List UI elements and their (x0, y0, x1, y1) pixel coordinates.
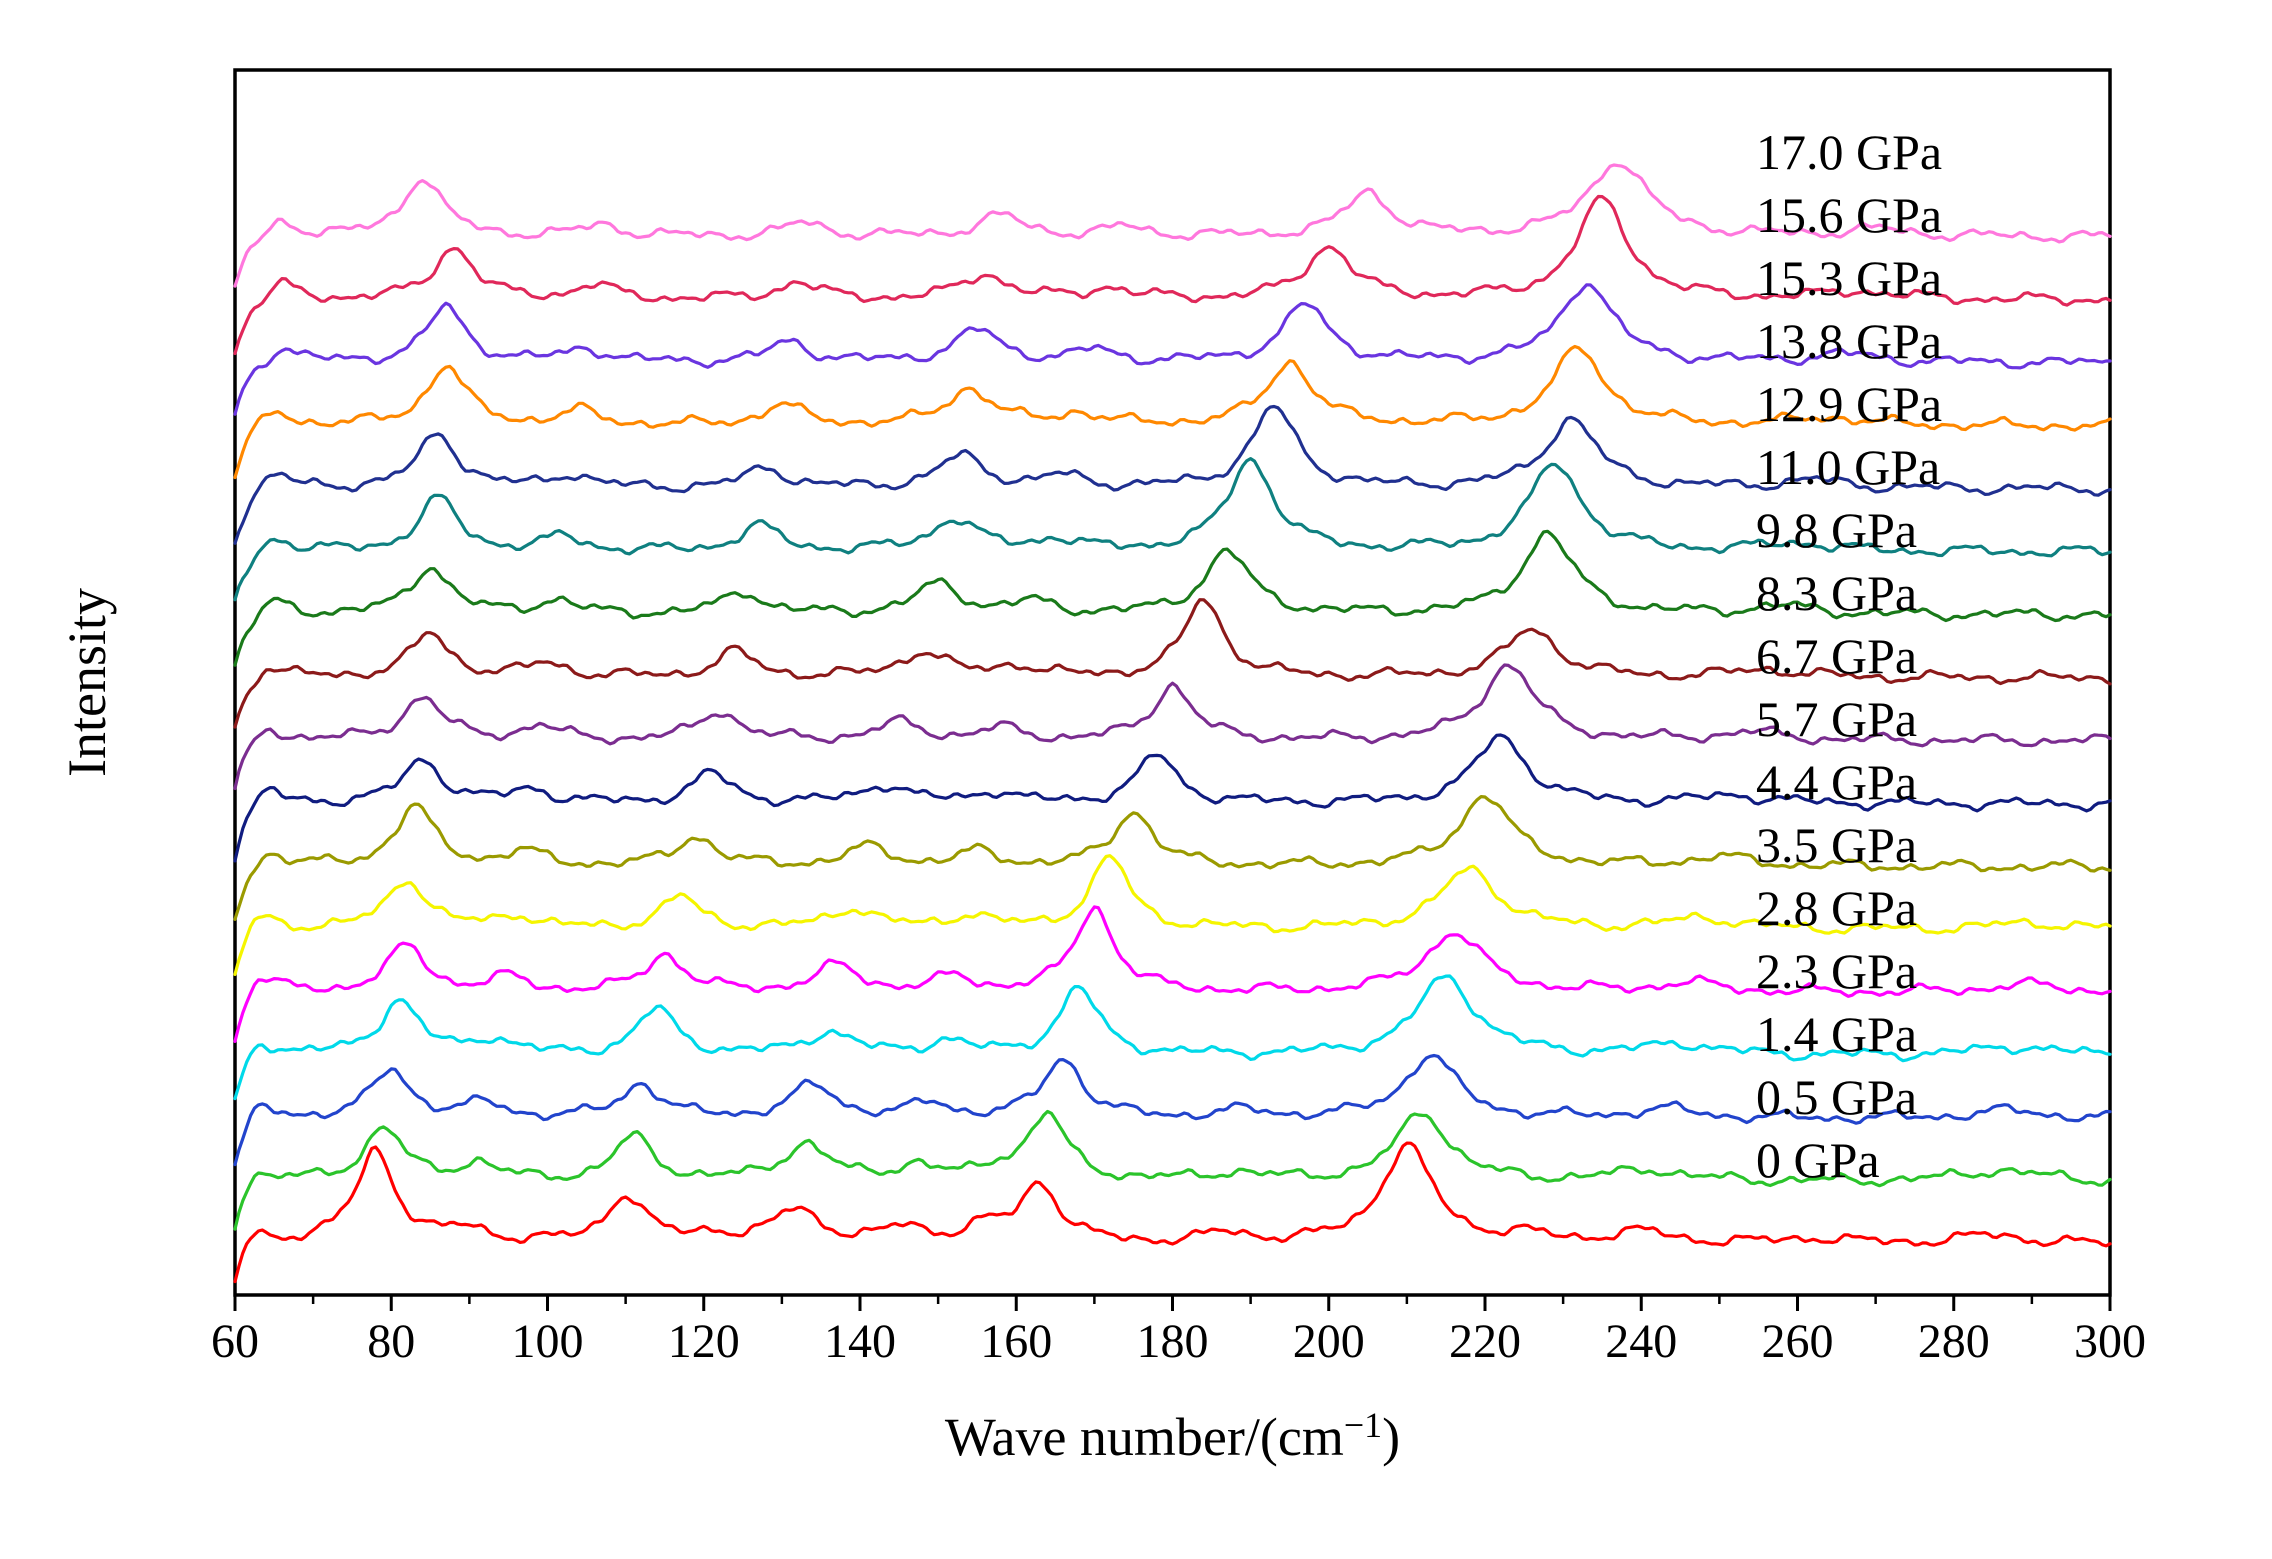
x-tick-label: 300 (2074, 1315, 2146, 1368)
spectrum-line-0-5-gpa (233, 1109, 2112, 1231)
pressure-label-2-3-gpa: 2.3 GPa (1756, 943, 1917, 999)
pressure-label-11-0-gpa: 11.0 GPa (1756, 439, 1940, 495)
spectrum-line-5-7-gpa (233, 733, 2112, 863)
x-tick-label: 120 (668, 1315, 740, 1368)
pressure-label-15-6-gpa: 15.6 GPa (1756, 187, 1942, 243)
x-tick-label: 60 (211, 1315, 259, 1368)
pressure-label-2-8-gpa: 2.8 GPa (1756, 880, 1917, 936)
pressure-label-1-4-gpa: 1.4 GPa (1756, 1006, 1917, 1062)
spectrum-line-15-6-gpa (233, 194, 2112, 356)
x-tick-label: 180 (1137, 1315, 1209, 1368)
y-axis-label: Intensity (57, 588, 117, 777)
pressure-label-0-5-gpa: 0.5 GPa (1756, 1069, 1917, 1125)
pressure-label-15-3-gpa: 15.3 GPa (1756, 250, 1942, 306)
spectrum-line-2-8-gpa (233, 905, 2112, 1043)
pressure-label-0-gpa: 0 GPa (1756, 1132, 1880, 1188)
spectrum-line-17-0-gpa (233, 163, 2112, 288)
spectrum-line-1-4-gpa (233, 1053, 2112, 1167)
x-tick-label: 240 (1605, 1315, 1677, 1368)
pressure-label-3-5-gpa: 3.5 GPa (1756, 817, 1917, 873)
spectrum-line-3-5-gpa (233, 854, 2112, 976)
pressure-label-12-9-gpa: 12.9 GPa (1756, 376, 1942, 432)
x-tick-label: 80 (367, 1315, 415, 1368)
x-axis-label: Wave number/(cm−1) (945, 1405, 1400, 1467)
x-tick-label: 100 (512, 1315, 584, 1368)
x-tick-label: 140 (824, 1315, 896, 1368)
pressure-label-6-7-gpa: 6.7 GPa (1756, 628, 1917, 684)
spectrum-line-12-9-gpa (233, 404, 2112, 545)
spectrum-line-4-4-gpa (233, 795, 2112, 921)
pressure-label-13-8-gpa: 13.8 GPa (1756, 313, 1942, 369)
spectrum-line-8-3-gpa (233, 598, 2112, 729)
spectrum-line-11-0-gpa (233, 457, 2112, 602)
pressure-label-8-3-gpa: 8.3 GPa (1756, 565, 1917, 621)
x-tick-label: 280 (1918, 1315, 1990, 1368)
spectrum-line-0-gpa (233, 1141, 2112, 1284)
x-tick-label: 200 (1293, 1315, 1365, 1368)
spectrum-line-15-3-gpa (233, 283, 2112, 416)
pressure-label-5-7-gpa: 5.7 GPa (1756, 691, 1917, 747)
pressure-label-9-8-gpa: 9.8 GPa (1756, 502, 1917, 558)
x-tick-label: 160 (980, 1315, 1052, 1368)
x-tick-label: 220 (1449, 1315, 1521, 1368)
pressure-label-4-4-gpa: 4.4 GPa (1756, 754, 1917, 810)
pressure-label-17-0-gpa: 17.0 GPa (1756, 124, 1942, 180)
spectrum-line-6-7-gpa (233, 663, 2112, 791)
spectrum-line-9-8-gpa (233, 529, 2112, 667)
x-tick-label: 260 (1762, 1315, 1834, 1368)
spectrum-line-2-3-gpa (233, 974, 2112, 1101)
spectrum-line-13-8-gpa (233, 344, 2112, 480)
